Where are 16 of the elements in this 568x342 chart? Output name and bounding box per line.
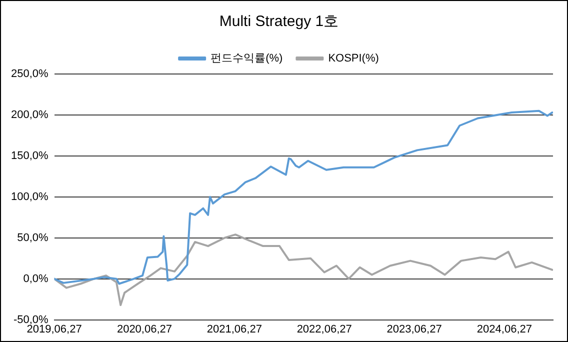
x-tick-label: 2023,06,27	[386, 323, 442, 336]
x-tick-label: 2022,06,27	[296, 323, 352, 336]
x-tick-label: 2024,06,27	[476, 323, 532, 336]
x-tick-label: 2020,06,27	[116, 323, 172, 336]
x-tick-label: 2019,06,27	[26, 323, 82, 336]
y-tick-label: 250,0%	[10, 68, 49, 80]
y-tick-label: -50,0%	[13, 314, 49, 326]
x-tick-label: 2021,06,27	[206, 323, 262, 336]
chart-title: Multi Strategy 1호	[219, 13, 339, 30]
y-tick-label: 150,0%	[10, 150, 49, 162]
y-tick-label: 200,0%	[10, 109, 49, 121]
legend-label: 펀드수익률(%)	[210, 52, 283, 65]
legend-label: KOSPI(%)	[328, 52, 379, 65]
y-tick-label: 0,0%	[23, 272, 49, 285]
y-tick-label: 50,0%	[17, 232, 49, 244]
y-tick-label: 100,0%	[10, 190, 49, 203]
